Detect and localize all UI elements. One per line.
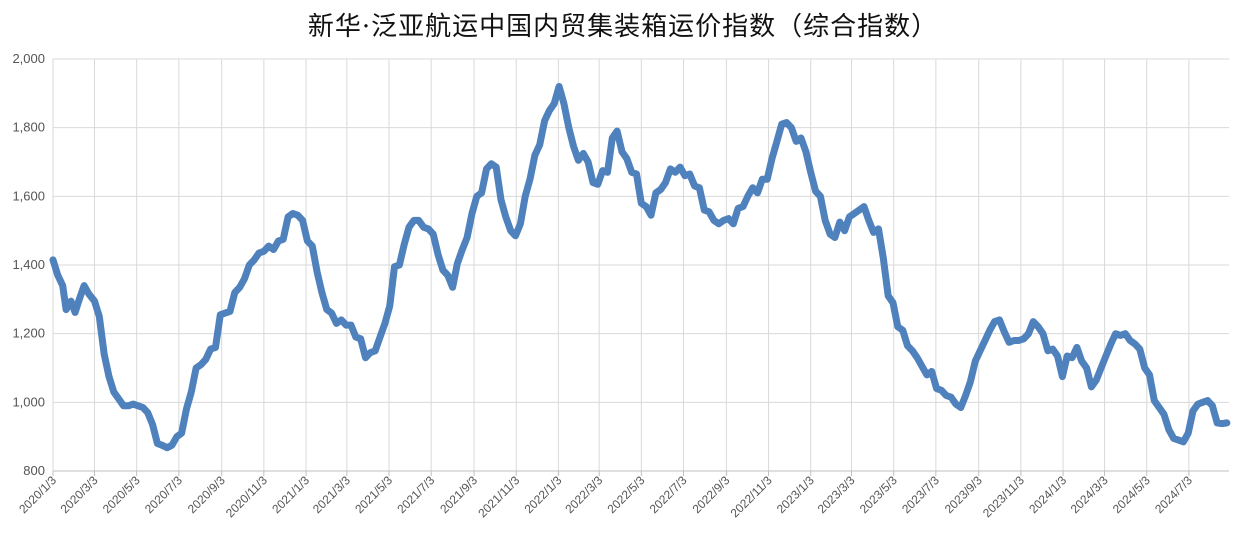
x-tick-label: 2021/5/3 [352, 473, 395, 516]
x-tick-label: 2021/11/3 [475, 473, 522, 520]
x-tick-label: 2020/7/3 [142, 473, 185, 516]
x-tick-label: 2022/1/3 [522, 473, 565, 516]
x-tick-label: 2024/7/3 [1152, 473, 1195, 516]
x-tick-label: 2023/3/3 [815, 473, 858, 516]
y-tick-label: 800 [23, 463, 45, 478]
x-tick-label: 2024/5/3 [1110, 473, 1153, 516]
x-tick-label: 2020/3/3 [58, 473, 101, 516]
x-tick-label: 2021/9/3 [437, 473, 480, 516]
y-tick-label: 1,600 [12, 188, 45, 203]
series-group [49, 83, 1231, 452]
y-tick-label: 1,000 [12, 394, 45, 409]
x-tick-label: 2022/3/3 [562, 473, 605, 516]
x-tick-label: 2022/9/3 [690, 473, 733, 516]
x-tick-label: 2024/3/3 [1068, 473, 1111, 516]
x-tick-label: 2021/1/3 [269, 473, 312, 516]
y-tick-label: 1,400 [12, 257, 45, 272]
x-tick-label: 2021/7/3 [394, 473, 437, 516]
x-tick-label: 2023/5/3 [857, 473, 900, 516]
x-tick-label: 2021/3/3 [310, 473, 353, 516]
y-tick-label: 1,200 [12, 326, 45, 341]
series-line [49, 83, 1231, 452]
x-tick-label: 2023/9/3 [942, 473, 985, 516]
x-tick-label: 2022/11/3 [728, 473, 775, 520]
grid-lines [53, 58, 1229, 471]
x-tick-label: 2022/5/3 [605, 473, 648, 516]
x-tick-label: 2024/1/3 [1026, 473, 1069, 516]
x-tick-label: 2020/9/3 [185, 473, 228, 516]
y-axis-ticks: 800 1,000 1,200 1,400 1,600 1,800 2,000 [12, 51, 45, 478]
x-tick-label: 2022/7/3 [647, 473, 690, 516]
x-tick-label: 2023/1/3 [774, 473, 817, 516]
x-tick-label: 2020/11/3 [223, 473, 270, 520]
chart-title: 新华·泛亚航运中国内贸集装箱运价指数（综合指数） [307, 12, 939, 42]
y-tick-label: 1,800 [12, 120, 45, 135]
y-tick-label: 2,000 [12, 51, 45, 66]
x-tick-label: 2023/11/3 [980, 473, 1027, 520]
x-tick-label: 2020/5/3 [100, 473, 143, 516]
x-tick-label: 2023/7/3 [899, 473, 942, 516]
x-tick-label: 2020/1/3 [16, 473, 59, 516]
